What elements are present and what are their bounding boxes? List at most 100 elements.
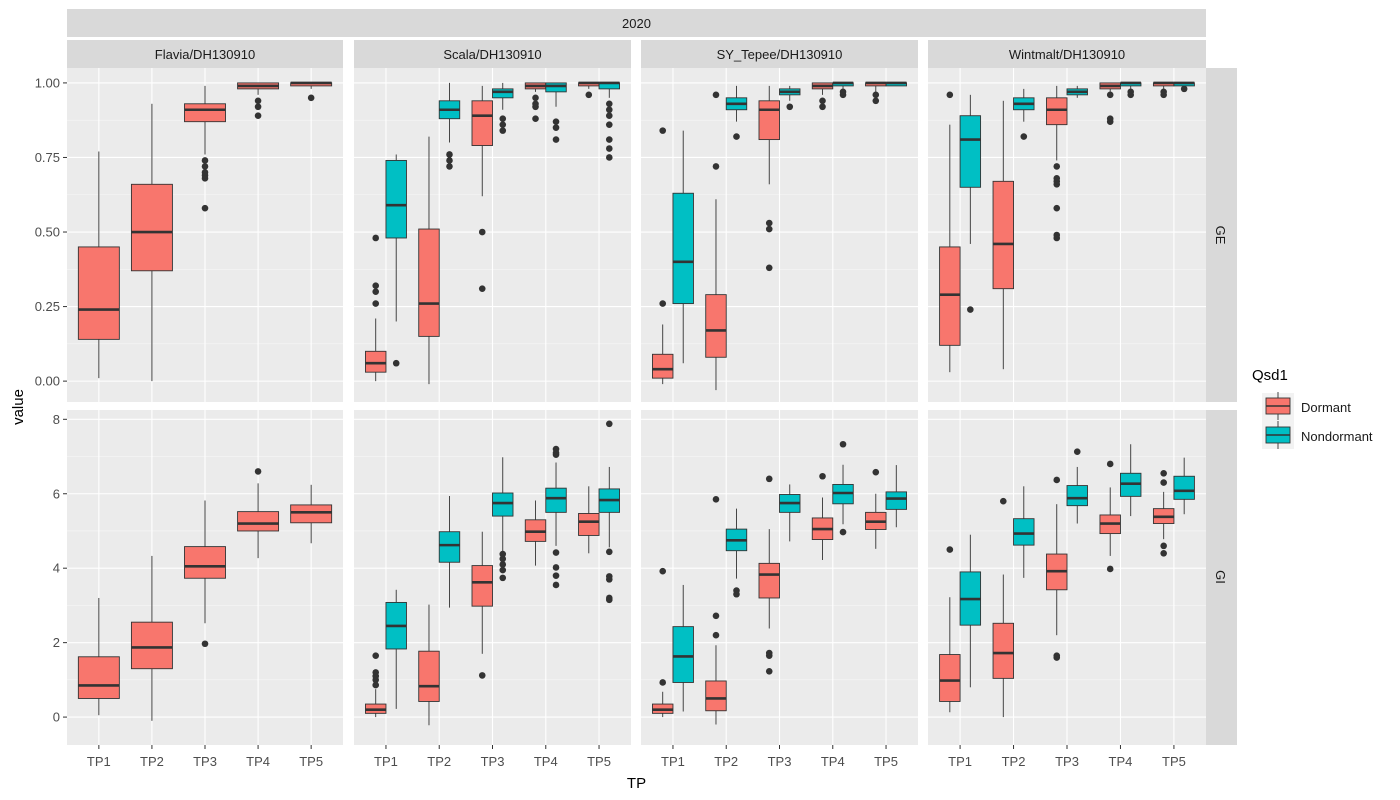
legend-label-dormant: Dormant [1301, 400, 1351, 415]
box-body [184, 103, 226, 123]
box-outlier [499, 127, 507, 134]
x-tick-label: TP5 [299, 754, 323, 769]
box-outlier [585, 91, 593, 99]
box-outlier [712, 496, 720, 503]
y-tick-label: 0 [53, 710, 60, 725]
box-outlier [1106, 115, 1114, 122]
column-strip-label: Flavia/DH130910 [155, 47, 255, 62]
x-tick-label: TP3 [1055, 754, 1079, 769]
box-outlier [1160, 550, 1167, 557]
box-outlier [733, 587, 740, 594]
box-outlier [552, 572, 560, 579]
x-axis-title: TP [627, 775, 646, 792]
box-body [290, 504, 333, 524]
box-dormant [237, 82, 280, 120]
box-dormant [471, 531, 493, 679]
box-outlier [1073, 448, 1081, 455]
box-outlier [499, 574, 507, 582]
box-body [939, 654, 961, 702]
box-outlier [1106, 460, 1114, 468]
column-strip-bg [641, 40, 918, 68]
box-outlier [201, 157, 209, 164]
panels-layer [67, 68, 1206, 745]
box-body [1046, 97, 1068, 126]
y-tick-label: 0.50 [35, 225, 60, 240]
box-outlier [1106, 565, 1114, 573]
box-dormant [1099, 460, 1121, 573]
box-outlier [372, 300, 380, 307]
box-outlier [946, 91, 954, 99]
box-nondormant [492, 457, 514, 582]
box-nondormant [1013, 486, 1035, 578]
box-dormant [1099, 82, 1121, 125]
box-body [418, 650, 440, 702]
box-nondormant [1066, 85, 1088, 98]
box-outlier [605, 112, 613, 120]
box-nondormant [1120, 444, 1142, 517]
box-dormant [578, 486, 600, 554]
box-outlier [839, 88, 847, 96]
box-outlier [1053, 231, 1061, 239]
box-outlier [819, 472, 826, 480]
box-nondormant [672, 584, 694, 712]
box-outlier [819, 97, 826, 105]
box-nondormant [1120, 81, 1142, 99]
box-outlier [1127, 88, 1135, 96]
column-strip-label: Wintmalt/DH130910 [1009, 47, 1125, 62]
box-body [77, 656, 120, 699]
x-tick-label: TP5 [1162, 754, 1186, 769]
box-nondormant [385, 154, 407, 367]
y-tick-label: 6 [53, 486, 60, 501]
box-outlier [605, 548, 613, 556]
legend: Qsd1 Dormant Nondormant [1252, 367, 1373, 449]
box-dormant [992, 100, 1014, 370]
box-dormant [705, 496, 727, 725]
box-outlier [605, 145, 613, 152]
box-dormant [705, 91, 727, 391]
box-body [492, 88, 514, 99]
box-outlier [872, 91, 880, 99]
column-strip-bg [928, 40, 1206, 68]
box-dormant [811, 82, 834, 111]
y-axis-ticks: 0.00 0.25 0.50 0.75 1.00 0 2 4 6 8 [35, 75, 67, 725]
box-body [959, 115, 982, 188]
box-outlier [201, 204, 209, 212]
box-body [1013, 518, 1035, 546]
box-dormant [652, 127, 674, 385]
box-outlier [712, 612, 720, 620]
box-outlier [1106, 91, 1114, 99]
x-tick-label: TP5 [587, 754, 611, 769]
box-outlier [605, 594, 613, 602]
box-body [652, 353, 674, 379]
box-outlier [1020, 133, 1028, 140]
box-body [184, 546, 226, 579]
box-body [237, 511, 280, 532]
box-nondormant [672, 130, 694, 364]
box-body [130, 183, 173, 272]
box-dormant [77, 151, 120, 379]
box-outlier [499, 566, 507, 574]
y-tick-label: 0.75 [35, 150, 60, 165]
box-outlier [478, 228, 486, 236]
box-nondormant [1173, 457, 1195, 515]
box-nondormant [832, 81, 854, 99]
box-outlier [605, 100, 613, 108]
box-nondormant [598, 81, 620, 161]
box-nondormant [832, 440, 854, 536]
box-outlier [765, 225, 773, 233]
box-body [545, 487, 567, 513]
row-strip-bg [1206, 68, 1237, 402]
box-outlier [372, 669, 380, 676]
box-body [385, 159, 407, 239]
box-outlier [254, 103, 262, 111]
box-outlier [446, 163, 453, 170]
column-strip-bg [354, 40, 631, 68]
box-nondormant [959, 534, 982, 688]
box-dormant [184, 500, 226, 648]
box-outlier [552, 549, 560, 556]
column-strip-bg [67, 40, 343, 68]
row-strip-label: GI [1213, 570, 1228, 584]
box-dormant [130, 103, 173, 382]
x-tick-label: TP4 [821, 754, 845, 769]
box-outlier [499, 115, 507, 122]
